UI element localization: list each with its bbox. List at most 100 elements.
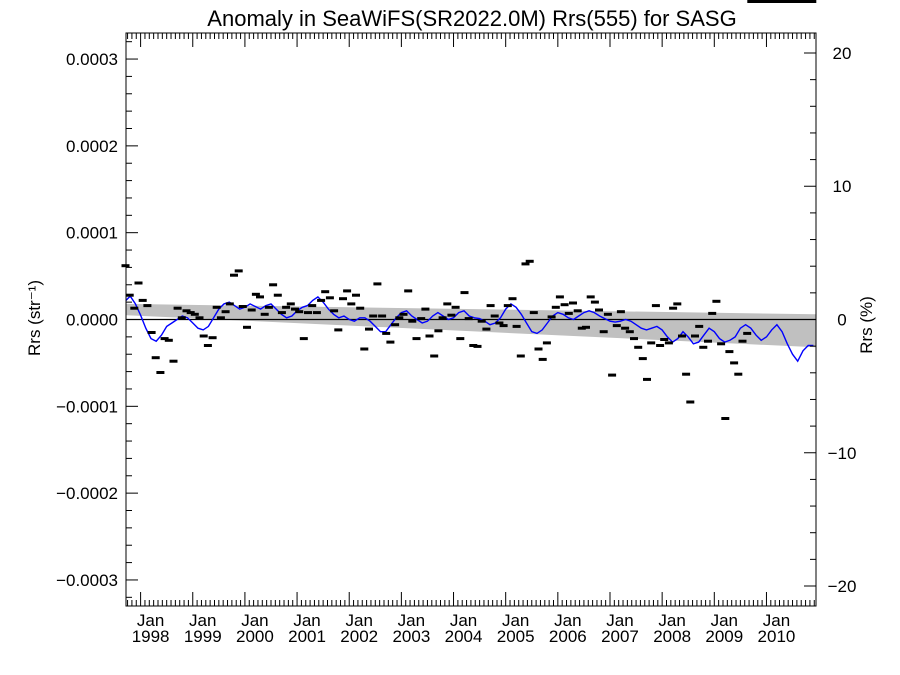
data-point <box>730 361 739 365</box>
x-tick-label-year: 2002 <box>340 627 378 646</box>
x-tick-label-month: Jan <box>398 611 425 630</box>
data-point <box>538 357 547 361</box>
data-point <box>577 326 586 330</box>
data-point <box>430 354 439 358</box>
data-point <box>365 327 373 331</box>
data-point <box>477 319 486 323</box>
data-point <box>230 273 238 277</box>
data-point <box>343 289 352 293</box>
y-tick-label-left: −0.0001 <box>56 397 118 416</box>
data-point <box>608 373 617 377</box>
data-point <box>273 293 282 297</box>
data-point <box>638 357 647 361</box>
data-point <box>656 344 665 347</box>
data-point <box>330 309 339 313</box>
data-point <box>134 281 143 285</box>
y-tick-label-left: −0.0002 <box>56 484 118 503</box>
data-point <box>760 0 769 3</box>
data-point <box>595 308 603 312</box>
data-point <box>308 304 317 308</box>
data-point <box>369 314 378 318</box>
x-tick-label-year: 2009 <box>705 627 743 646</box>
data-point <box>156 371 165 374</box>
data-point <box>586 295 595 299</box>
data-point <box>177 316 186 320</box>
data-point <box>277 311 286 315</box>
data-point <box>495 321 504 325</box>
data-point <box>451 305 460 309</box>
data-point <box>321 290 330 294</box>
data-point <box>295 310 304 314</box>
data-point <box>221 310 230 314</box>
data-point <box>399 312 408 316</box>
data-point <box>408 319 417 323</box>
x-tick-label-year: 1999 <box>184 627 222 646</box>
data-point <box>264 305 273 309</box>
y-tick-label-right: 20 <box>833 44 852 63</box>
data-point <box>564 311 573 315</box>
data-point <box>360 347 369 351</box>
data-point <box>747 0 756 3</box>
data-point <box>512 324 521 328</box>
data-point <box>143 304 152 308</box>
x-tick-label-year: 2003 <box>392 627 430 646</box>
data-point <box>673 302 682 306</box>
data-point <box>555 295 564 299</box>
data-point <box>669 306 678 310</box>
data-point <box>503 304 512 308</box>
x-tick-label-year: 1998 <box>132 627 170 646</box>
data-point <box>251 292 260 296</box>
x-tick-label-month: Jan <box>554 611 581 630</box>
data-point <box>151 356 160 360</box>
data-point <box>482 327 491 331</box>
x-tick-label-month: Jan <box>711 611 738 630</box>
y-tick-label-right: −10 <box>828 444 857 463</box>
data-point <box>704 339 712 343</box>
data-point <box>764 0 773 3</box>
data-point <box>203 344 212 347</box>
data-point <box>547 315 556 319</box>
data-point <box>173 306 182 310</box>
x-tick-label-month: Jan <box>241 611 268 630</box>
data-point <box>790 0 799 3</box>
data-point <box>412 337 421 341</box>
data-point <box>234 269 243 273</box>
data-point <box>773 0 782 3</box>
x-tick-label-month: Jan <box>293 611 320 630</box>
data-point <box>734 372 743 376</box>
y-tick-label-left: 0.0000 <box>66 311 118 330</box>
points-layer <box>121 0 817 420</box>
data-point <box>225 302 234 306</box>
data-point <box>312 311 321 315</box>
data-point <box>534 347 543 351</box>
y-tick-label-left: −0.0003 <box>56 571 118 590</box>
data-point <box>712 299 721 303</box>
data-point <box>725 350 734 354</box>
x-tick-label-year: 2001 <box>288 627 326 646</box>
data-point <box>417 317 426 321</box>
data-point <box>282 305 291 309</box>
data-point <box>599 330 608 334</box>
data-point <box>664 341 673 345</box>
data-point <box>434 329 443 333</box>
y-tick-label-right: 10 <box>833 177 852 196</box>
data-point <box>516 354 525 358</box>
y-tick-label-right: −20 <box>828 577 857 596</box>
data-point <box>569 301 577 305</box>
smoothed-line-layer <box>125 294 814 363</box>
data-point <box>382 331 391 335</box>
x-tick-label-month: Jan <box>502 611 529 630</box>
data-point <box>317 298 326 302</box>
data-point <box>334 328 343 332</box>
data-point <box>378 314 387 318</box>
data-point <box>499 324 508 328</box>
data-point <box>130 306 139 310</box>
data-point <box>473 344 482 348</box>
data-point <box>612 324 621 328</box>
data-point <box>391 323 400 327</box>
data-point <box>386 340 395 344</box>
data-point <box>686 400 695 404</box>
x-tick-label-year: 2007 <box>601 627 639 646</box>
data-point <box>808 0 817 3</box>
